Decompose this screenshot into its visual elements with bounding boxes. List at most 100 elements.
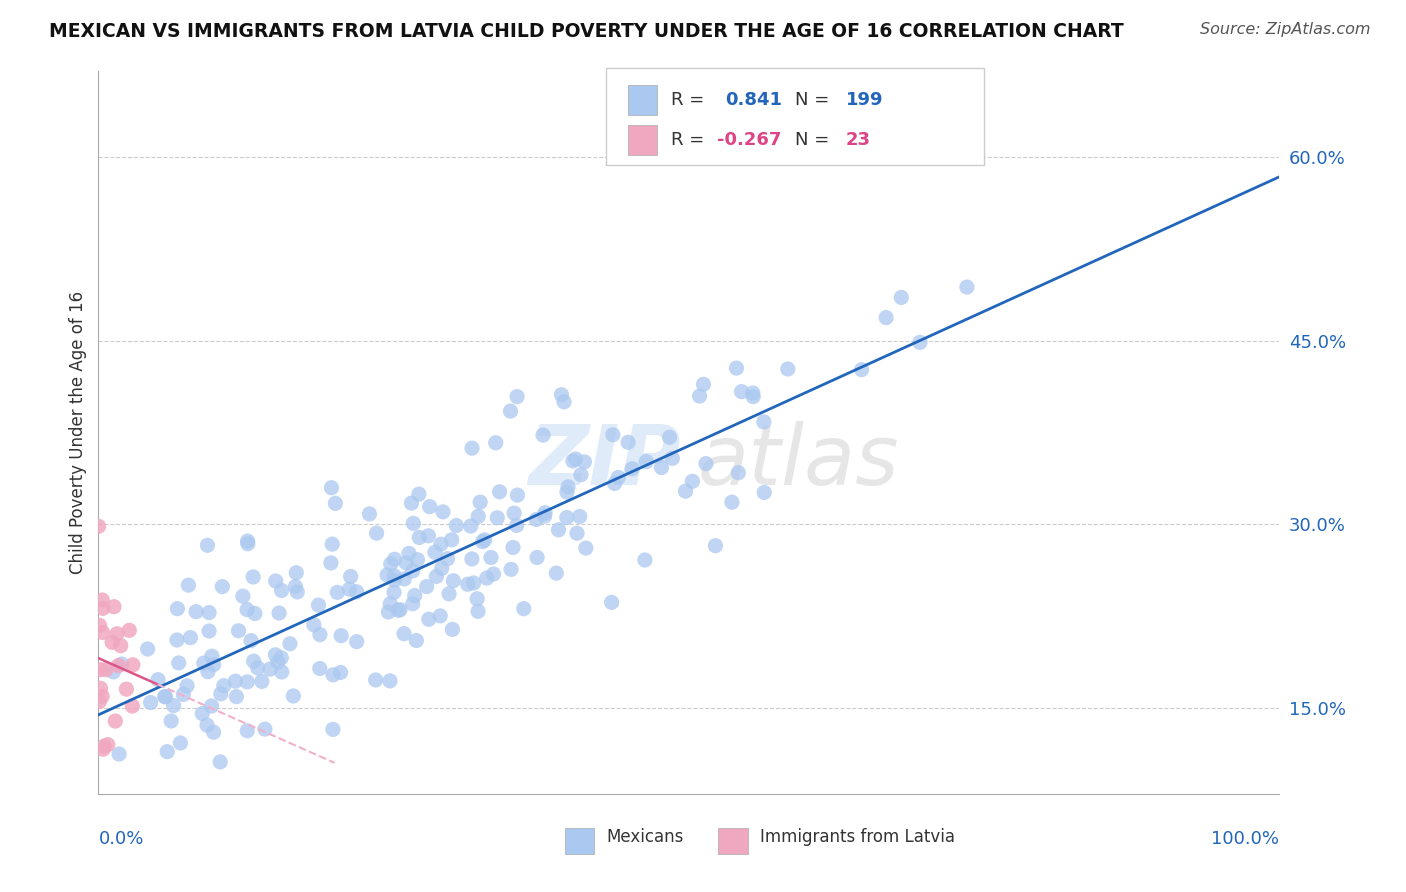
Point	[105, 626, 128, 640]
Point	[505, 518, 527, 533]
Point	[470, 495, 492, 509]
Point	[200, 698, 222, 713]
Point	[440, 533, 463, 547]
Text: Mexicans: Mexicans	[606, 829, 683, 847]
Point	[725, 361, 748, 376]
Point	[197, 538, 219, 552]
Point	[366, 526, 388, 541]
Point	[322, 723, 344, 737]
Point	[742, 390, 765, 404]
Point	[330, 629, 353, 643]
Point	[754, 485, 776, 500]
Point	[346, 584, 368, 599]
Point	[467, 604, 489, 618]
Point	[752, 415, 775, 429]
Point	[283, 689, 305, 703]
Point	[307, 598, 329, 612]
Point	[176, 679, 198, 693]
Point	[153, 690, 176, 704]
Point	[382, 585, 405, 599]
Text: 23: 23	[846, 131, 872, 149]
Point	[108, 747, 131, 761]
Point	[101, 635, 124, 649]
Point	[661, 451, 683, 466]
Point	[401, 597, 423, 611]
Point	[122, 657, 145, 672]
Point	[380, 597, 402, 611]
Point	[91, 690, 114, 704]
Point	[392, 626, 415, 640]
Text: atlas: atlas	[697, 421, 898, 502]
Point	[104, 714, 127, 728]
Text: MEXICAN VS IMMIGRANTS FROM LATVIA CHILD POVERTY UNDER THE AGE OF 16 CORRELATION : MEXICAN VS IMMIGRANTS FROM LATVIA CHILD …	[49, 22, 1123, 41]
Point	[259, 662, 281, 676]
Point	[415, 580, 437, 594]
Point	[465, 591, 488, 606]
Point	[89, 694, 111, 708]
Point	[475, 571, 498, 585]
Point	[441, 623, 464, 637]
Point	[441, 574, 464, 588]
Point	[534, 506, 557, 520]
Point	[163, 698, 186, 713]
Point	[565, 526, 588, 541]
Point	[461, 552, 484, 566]
Point	[156, 745, 179, 759]
Point	[236, 537, 259, 551]
Point	[457, 577, 479, 591]
Text: R =: R =	[671, 91, 704, 109]
Point	[488, 484, 510, 499]
Point	[236, 674, 259, 689]
Point	[564, 452, 586, 467]
Point	[107, 658, 129, 673]
Point	[246, 661, 269, 675]
Point	[485, 435, 508, 450]
Point	[228, 624, 250, 638]
Point	[118, 624, 141, 638]
Point	[695, 457, 717, 471]
FancyBboxPatch shape	[565, 828, 595, 854]
Point	[202, 657, 225, 672]
Point	[177, 578, 200, 592]
Point	[402, 516, 425, 531]
Point	[432, 505, 454, 519]
Text: Source: ZipAtlas.com: Source: ZipAtlas.com	[1201, 22, 1371, 37]
Point	[394, 572, 416, 586]
Point	[195, 718, 218, 732]
Point	[851, 362, 873, 376]
Point	[321, 481, 343, 495]
Point	[533, 509, 555, 524]
Point	[506, 488, 529, 502]
Point	[270, 665, 292, 679]
Point	[191, 706, 214, 721]
Point	[103, 599, 125, 614]
Text: 0.841: 0.841	[725, 91, 783, 109]
Point	[406, 552, 429, 566]
Point	[89, 618, 111, 632]
Point	[375, 568, 398, 582]
Point	[302, 617, 325, 632]
Point	[429, 608, 451, 623]
Point	[384, 552, 406, 566]
Point	[346, 634, 368, 648]
Point	[364, 673, 387, 687]
Point	[499, 404, 522, 418]
Point	[319, 556, 342, 570]
Point	[285, 585, 308, 599]
Point	[460, 519, 482, 533]
Point	[308, 661, 330, 675]
Point	[236, 723, 259, 738]
Point	[405, 633, 427, 648]
Point	[211, 580, 233, 594]
FancyBboxPatch shape	[718, 828, 748, 854]
Point	[139, 696, 162, 710]
Text: R =: R =	[671, 131, 704, 149]
Point	[166, 632, 188, 647]
Point	[309, 627, 332, 641]
Point	[467, 509, 489, 524]
Point	[681, 475, 703, 489]
Point	[378, 673, 401, 688]
FancyBboxPatch shape	[606, 68, 984, 165]
Point	[546, 566, 568, 581]
Point	[621, 462, 644, 476]
